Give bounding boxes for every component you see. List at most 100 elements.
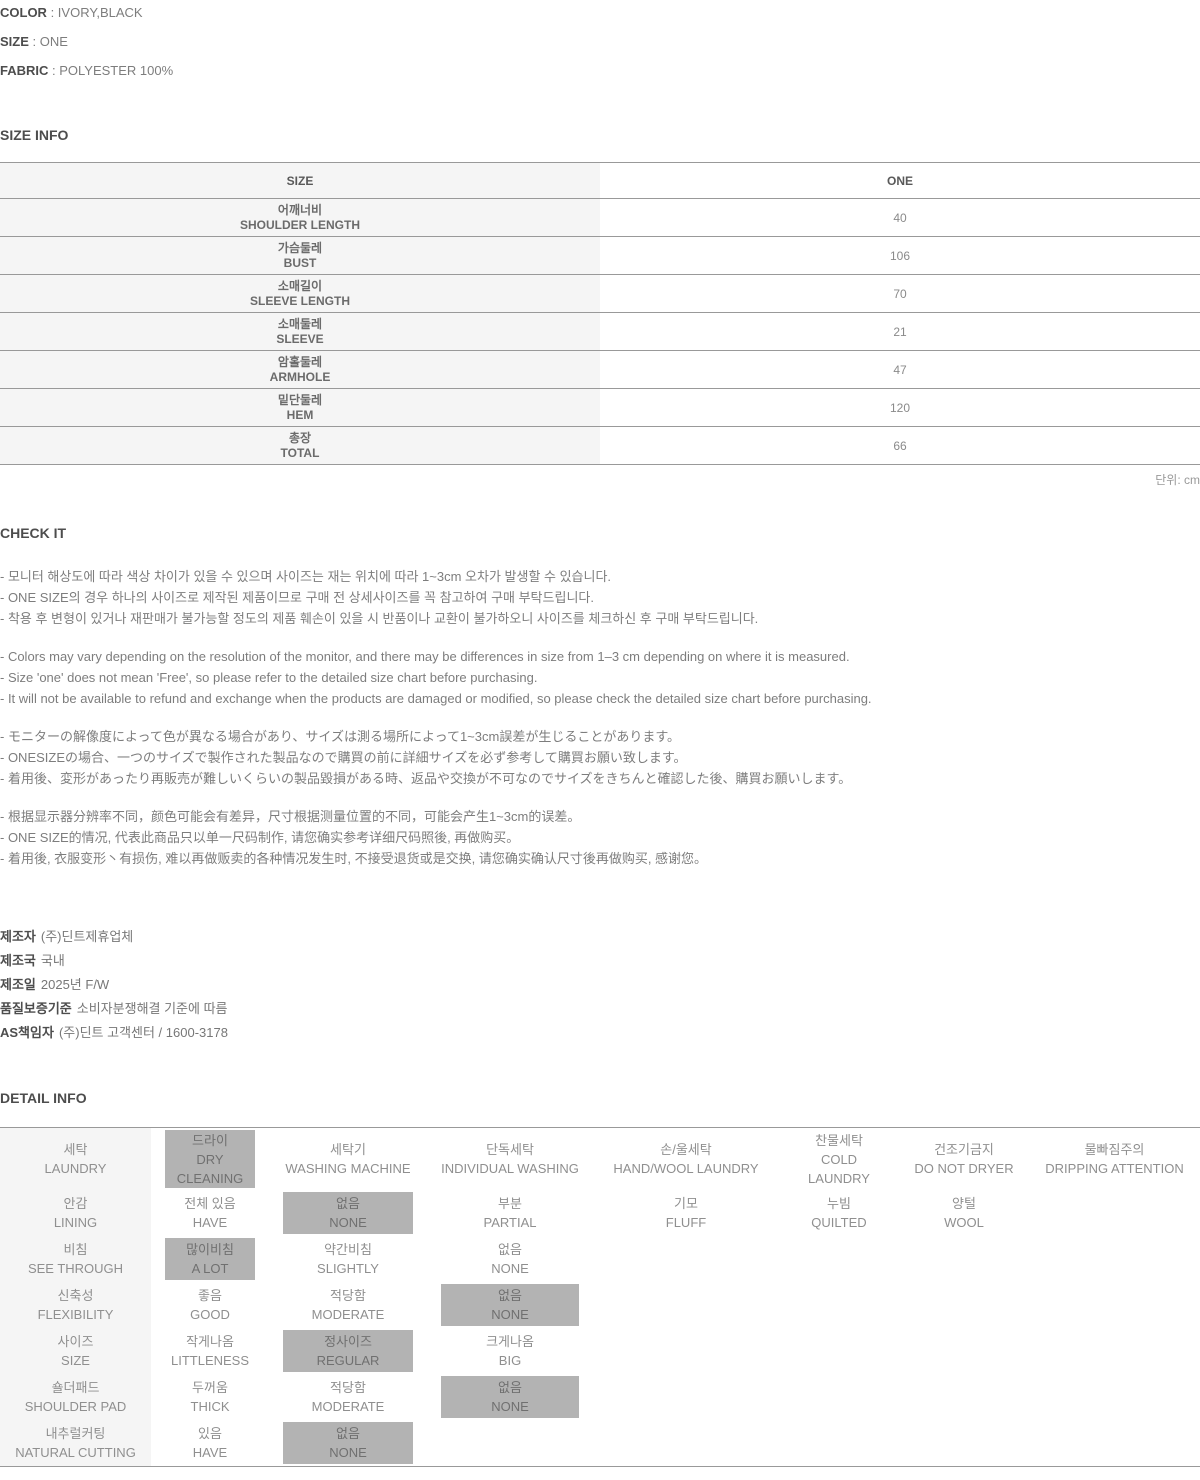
detail-option-en: COLD LAUNDRY	[808, 1151, 870, 1186]
detail-row-label-text: 안감 LINING	[54, 1194, 97, 1232]
attribute-label: SIZE	[0, 34, 29, 49]
measure-label-cell: 총장 TOTAL	[0, 426, 600, 465]
detail-option-selected: 없음 NONE	[283, 1192, 413, 1234]
detail-option-en: A LOT	[191, 1261, 229, 1276]
detail-option: 좋음 GOOD	[165, 1284, 255, 1326]
detail-label-ko: 세탁	[63, 1142, 88, 1157]
detail-option-ko: 약간비침	[324, 1242, 372, 1257]
notice-section: - 모니터 해상도에 따라 색상 차이가 있을 수 있으며 사이즈는 재는 위치…	[0, 566, 1200, 869]
detail-option-cell	[1029, 1190, 1200, 1236]
detail-option-ko: 있음	[198, 1426, 222, 1441]
detail-option-ko: 손/울세탁	[660, 1142, 712, 1157]
detail-option-ko: 적당함	[330, 1288, 366, 1303]
measure-label-en: TOTAL	[280, 445, 320, 460]
detail-row-label-text: 사이즈 SIZE	[58, 1332, 94, 1370]
size-table-row: 총장 TOTAL 66	[0, 426, 1200, 465]
detail-option: 두꺼움 THICK	[165, 1376, 255, 1418]
detail-option-ko: 크게나옴	[486, 1334, 534, 1349]
detail-label-ko: 안감	[63, 1196, 88, 1211]
measure-label-en: SHOULDER LENGTH	[240, 217, 360, 232]
detail-option: 물빠짐주의 DRIPPING ATTENTION	[1043, 1130, 1186, 1188]
detail-option-cell: 작게나옴 LITTLENESS	[151, 1328, 269, 1374]
detail-label-ko: 사이즈	[57, 1334, 94, 1349]
notice-line: - 根据显示器分辨率不同，颜色可能会有差异，尺寸根据测量位置的不同，可能会产生1…	[0, 809, 581, 824]
detail-option-cell: 있음 HAVE	[151, 1420, 269, 1466]
detail-option-en: WOOL	[944, 1215, 984, 1230]
detail-option-ko: 없음	[498, 1380, 522, 1395]
detail-option-cell: 드라이 DRY CLEANING	[151, 1128, 269, 1190]
detail-option-ko: 많이비침	[186, 1242, 234, 1257]
detail-option-cell	[1029, 1282, 1200, 1328]
detail-row-label-text: 숄더패드 SHOULDER PAD	[25, 1378, 127, 1416]
detail-option-cell: 물빠짐주의 DRIPPING ATTENTION	[1029, 1128, 1200, 1190]
manufacturer-value: (주)딘트 고객센터 / 1600-3178	[58, 1025, 228, 1040]
measure-label-ko: 암홀둘레	[277, 354, 323, 369]
product-attribute: SIZE : ONE	[0, 35, 1200, 48]
measure-label-cell: 가슴둘레 BUST	[0, 236, 600, 275]
detail-option-en: NONE	[329, 1215, 367, 1230]
detail-option-ko: 적당함	[330, 1380, 366, 1395]
measure-value-cell: 21	[600, 312, 1200, 351]
measure-label-ko: 총장	[288, 430, 312, 445]
detail-option-cell: 없음 NONE	[269, 1420, 427, 1466]
detail-option-cell: 없음 NONE	[427, 1374, 593, 1420]
detail-row-label: 신축성 FLEXIBILITY	[0, 1282, 151, 1328]
detail-option-cell	[779, 1282, 899, 1328]
detail-label-ko: 신축성	[57, 1288, 94, 1303]
measure-label-cell: 소매길이 SLEEVE LENGTH	[0, 274, 600, 313]
detail-option-ko: 좋음	[198, 1288, 222, 1303]
manufacturer-line: 제조일 2025년 F/W	[0, 973, 1200, 997]
detail-option-en: NONE	[491, 1307, 529, 1322]
product-attribute: FABRIC : POLYESTER 100%	[0, 64, 1200, 77]
detail-option: 약간비침 SLIGHTLY	[283, 1238, 413, 1280]
detail-label-en: SIZE	[61, 1353, 90, 1368]
size-table-header-size: SIZE	[0, 162, 600, 199]
measure-label-en: BUST	[283, 255, 317, 270]
detail-option-ko: 없음	[336, 1426, 360, 1441]
detail-option-cell	[899, 1328, 1029, 1374]
detail-option: 적당함 MODERATE	[283, 1376, 413, 1418]
manufacturer-value: 국내	[40, 953, 65, 968]
measure-value-cell: 47	[600, 350, 1200, 389]
detail-option-cell	[1029, 1328, 1200, 1374]
notice-line: - Colors may vary depending on the resol…	[0, 649, 850, 664]
manufacturer-line: 제조자 (주)딘트제휴업체	[0, 925, 1200, 949]
detail-option-cell: 찬물세탁 COLD LAUNDRY	[779, 1128, 899, 1190]
measure-label-ko: 가슴둘레	[277, 240, 323, 255]
detail-row: 안감 LINING 전체 있음 HAVE 없음 NONE 부분 PARTIAL 기모 FLUFF 누…	[0, 1190, 1200, 1236]
attribute-separator: :	[46, 5, 58, 20]
detail-option-selected: 없음 NONE	[441, 1376, 579, 1418]
detail-option-ko: 드라이	[192, 1132, 228, 1148]
detail-option-ko: 물빠짐주의	[1084, 1142, 1145, 1157]
manufacturer-label: 제조국	[0, 953, 36, 968]
size-table-header-one: ONE	[600, 162, 1200, 199]
manufacturer-line: AS책임자 (주)딘트 고객센터 / 1600-3178	[0, 1021, 1200, 1045]
notice-line: - ONESIZEの場合、一つのサイズで製作された製品なので購買の前に詳細サイズ…	[0, 750, 687, 765]
detail-option-cell	[1029, 1420, 1200, 1466]
detail-option: 손/울세탁 HAND/WOOL LAUNDRY	[607, 1130, 765, 1188]
detail-label-en: LAUNDRY	[44, 1161, 107, 1176]
measure-value-cell: 66	[600, 426, 1200, 465]
detail-option-cell	[779, 1374, 899, 1420]
detail-row-label-text: 신축성 FLEXIBILITY	[38, 1286, 114, 1324]
detail-option: 크게나옴 BIG	[441, 1330, 579, 1372]
detail-option: 기모 FLUFF	[607, 1192, 765, 1234]
detail-option-cell	[899, 1236, 1029, 1282]
attribute-label: FABRIC	[0, 63, 49, 78]
detail-option-en: MODERATE	[311, 1399, 385, 1414]
detail-row: 비침 SEE THROUGH 많이비침 A LOT 약간비침 SLIGHTLY 없음 NONE	[0, 1236, 1200, 1282]
detail-option-en: DO NOT DRYER	[914, 1161, 1014, 1176]
detail-option-cell: 좋음 GOOD	[151, 1282, 269, 1328]
size-table-row: 소매길이 SLEEVE LENGTH 70	[0, 274, 1200, 313]
measure-label-cell: 암홀둘레 ARMHOLE	[0, 350, 600, 389]
detail-option: 적당함 MODERATE	[283, 1284, 413, 1326]
attribute-separator: :	[28, 34, 40, 49]
detail-option-cell	[1029, 1374, 1200, 1420]
detail-option-ko: 건조기금지	[934, 1142, 994, 1157]
detail-option-ko: 없음	[336, 1196, 360, 1211]
manufacturer-value: 2025년 F/W	[40, 977, 110, 992]
measure-value: 106	[889, 248, 911, 263]
detail-option-cell	[593, 1282, 779, 1328]
notice-line: - 착용 후 변형이 있거나 재판매가 불가능할 정도의 제품 훼손이 있을 시…	[0, 611, 759, 626]
detail-option-cell: 양털 WOOL	[899, 1190, 1029, 1236]
